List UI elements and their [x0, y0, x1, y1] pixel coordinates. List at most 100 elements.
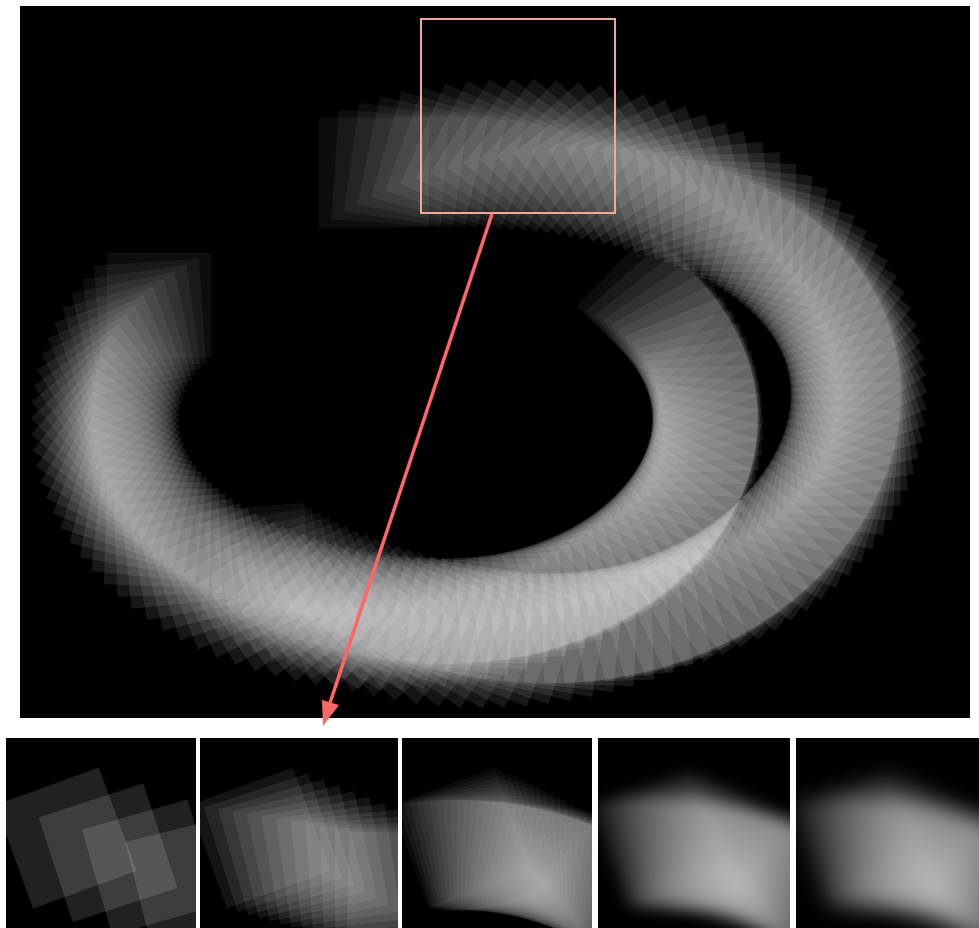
trail-square	[766, 257, 922, 413]
trail-square	[478, 536, 603, 661]
trail-square	[650, 365, 760, 474]
trail-square	[610, 272, 755, 416]
trail-square	[781, 308, 928, 454]
thumbnail-square	[529, 811, 592, 928]
thumbnail-square	[511, 806, 592, 928]
trail-square	[604, 433, 749, 577]
trail-square	[513, 85, 669, 240]
trail-square	[745, 434, 887, 576]
trail-square	[113, 488, 223, 597]
trail-square	[784, 322, 926, 464]
trail-square	[782, 403, 900, 521]
trail-square	[618, 284, 759, 425]
thumbnail-square	[346, 831, 398, 928]
trail-square	[750, 224, 905, 380]
trail-square	[80, 453, 202, 576]
trail-square	[196, 525, 343, 672]
trail-square	[583, 106, 727, 250]
thumbnail-square	[460, 800, 574, 915]
thumbnail-square	[38, 783, 178, 923]
trail-square	[318, 117, 429, 228]
thumbnail-square	[507, 805, 592, 928]
trail-square	[540, 569, 655, 684]
thumbnail-square	[402, 767, 533, 909]
trail-square	[54, 287, 189, 422]
thumbnail-square	[203, 773, 343, 912]
trail-square	[384, 555, 509, 681]
trail-square	[30, 345, 180, 494]
trail-square	[713, 459, 866, 611]
thumbnail-square	[450, 796, 564, 911]
thumbnail-square	[436, 789, 558, 911]
trail-square	[756, 235, 912, 391]
trail-square	[790, 380, 908, 498]
trail-square	[91, 466, 207, 583]
trail-square	[669, 152, 784, 267]
trail-square	[203, 507, 328, 633]
trail-square	[790, 395, 901, 506]
trail-square	[531, 89, 684, 242]
trail-square	[257, 539, 406, 688]
trail-square	[773, 410, 899, 536]
thumbnail-square	[320, 822, 398, 928]
trail-square	[357, 96, 488, 228]
trail-square	[223, 517, 360, 654]
zoom-arrow-head	[322, 700, 339, 726]
trail-square	[69, 441, 198, 569]
trail-square	[642, 336, 764, 459]
thumbnail-background	[200, 738, 398, 928]
trail-square	[587, 450, 735, 599]
trail-square	[496, 82, 653, 238]
trail-square	[424, 563, 568, 707]
trail-square	[604, 532, 748, 677]
trail-square	[71, 271, 197, 397]
trail-square	[40, 391, 184, 535]
trail-square	[170, 517, 311, 658]
thumbnail-square	[919, 810, 979, 928]
trail-square	[620, 416, 758, 553]
trail-square	[629, 516, 780, 668]
trail-square	[755, 426, 892, 563]
trail-square	[302, 541, 458, 697]
trail-square	[566, 555, 694, 683]
thumbnail-background	[6, 738, 196, 928]
trail-square	[33, 323, 181, 471]
trail-square	[483, 569, 612, 697]
trail-square	[723, 189, 867, 333]
trail-square	[371, 91, 508, 228]
trail-square	[158, 512, 296, 650]
thumbnail-square	[469, 800, 592, 925]
trail-square	[613, 424, 754, 565]
rotating-square-trail	[30, 78, 928, 709]
trail-square	[594, 250, 742, 398]
trail-square	[259, 529, 409, 679]
thumbnail-square	[491, 802, 592, 928]
thumbnail-square	[217, 779, 355, 916]
thumbnail-sparse	[6, 738, 196, 928]
zoom-arrow-line	[327, 213, 494, 707]
thumbnail-square	[429, 786, 555, 911]
zoom-region-box	[420, 18, 616, 214]
trail-square	[536, 494, 681, 640]
trail-square	[225, 533, 374, 682]
trail-square	[94, 258, 207, 371]
thumbnail-square	[402, 770, 537, 910]
trail-square	[634, 399, 762, 527]
trail-square	[287, 537, 442, 692]
trail-square	[666, 492, 823, 648]
trail-square	[351, 552, 507, 707]
trail-square	[786, 336, 923, 473]
thumbnail-square	[125, 815, 196, 928]
thumbnail-square	[81, 799, 196, 928]
trail-square	[778, 295, 928, 444]
trail-square	[645, 383, 761, 500]
trail-square	[41, 304, 184, 447]
trail-square	[490, 528, 621, 659]
trail-square	[737, 205, 888, 356]
thumbnail-square	[480, 801, 592, 928]
trail-square	[62, 279, 193, 409]
trail-square	[137, 503, 266, 631]
trail-square	[103, 479, 213, 588]
trail-square	[52, 416, 190, 553]
trail-square	[334, 548, 491, 705]
